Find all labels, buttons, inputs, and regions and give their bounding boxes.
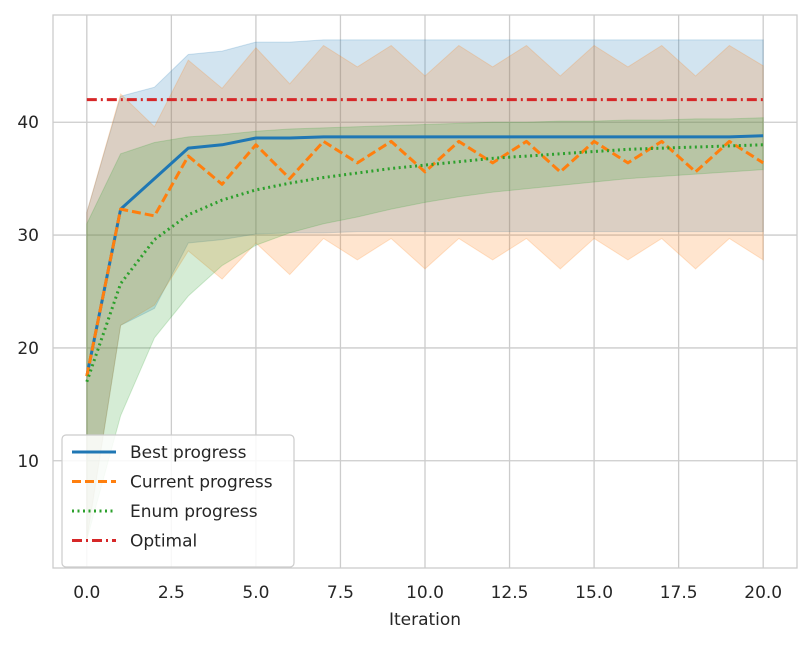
- series-line-best-progress: [85, 134, 764, 377]
- band-best-progress: [86, 39, 764, 540]
- legend-label: Current progress: [130, 473, 273, 493]
- legend-label: Best progress: [130, 443, 247, 463]
- grid: [53, 15, 797, 568]
- x-tick-label: 5.0: [242, 583, 269, 603]
- y-tick-label: 30: [17, 226, 39, 246]
- y-tick-label: 10: [17, 452, 39, 472]
- band-enum-progress: [86, 117, 764, 540]
- series-line-current-progress: [85, 139, 764, 377]
- x-tick-label: 12.5: [491, 583, 529, 603]
- x-tick-label: 10.0: [406, 583, 444, 603]
- confidence-bands: [86, 39, 764, 540]
- x-tick-label: 0.0: [73, 583, 100, 603]
- x-axis-title: Iteration: [389, 610, 461, 630]
- x-tick-label: 15.0: [575, 583, 613, 603]
- legend: Best progress Current progress Enum progre…: [61, 434, 295, 568]
- y-tick-label: 20: [17, 339, 39, 359]
- series-lines: [85, 98, 764, 383]
- band-current-progress: [86, 44, 764, 540]
- plot-frame: [52, 14, 798, 569]
- x-tick-label: 17.5: [660, 583, 698, 603]
- x-tick-label: 20.0: [744, 583, 782, 603]
- legend-box: [61, 434, 295, 568]
- x-tick-label: 7.5: [327, 583, 354, 603]
- y-tick-label: 40: [17, 113, 39, 133]
- legend-label: Optimal: [130, 532, 197, 552]
- x-axis-ticks: 0.0 2.5 5.0 7.5 10.0 12.5 15.0 17.5 20.0: [73, 583, 782, 603]
- y-axis-ticks: 10 20 30 40: [17, 113, 39, 472]
- legend-label: Enum progress: [130, 502, 258, 522]
- x-tick-label: 2.5: [158, 583, 185, 603]
